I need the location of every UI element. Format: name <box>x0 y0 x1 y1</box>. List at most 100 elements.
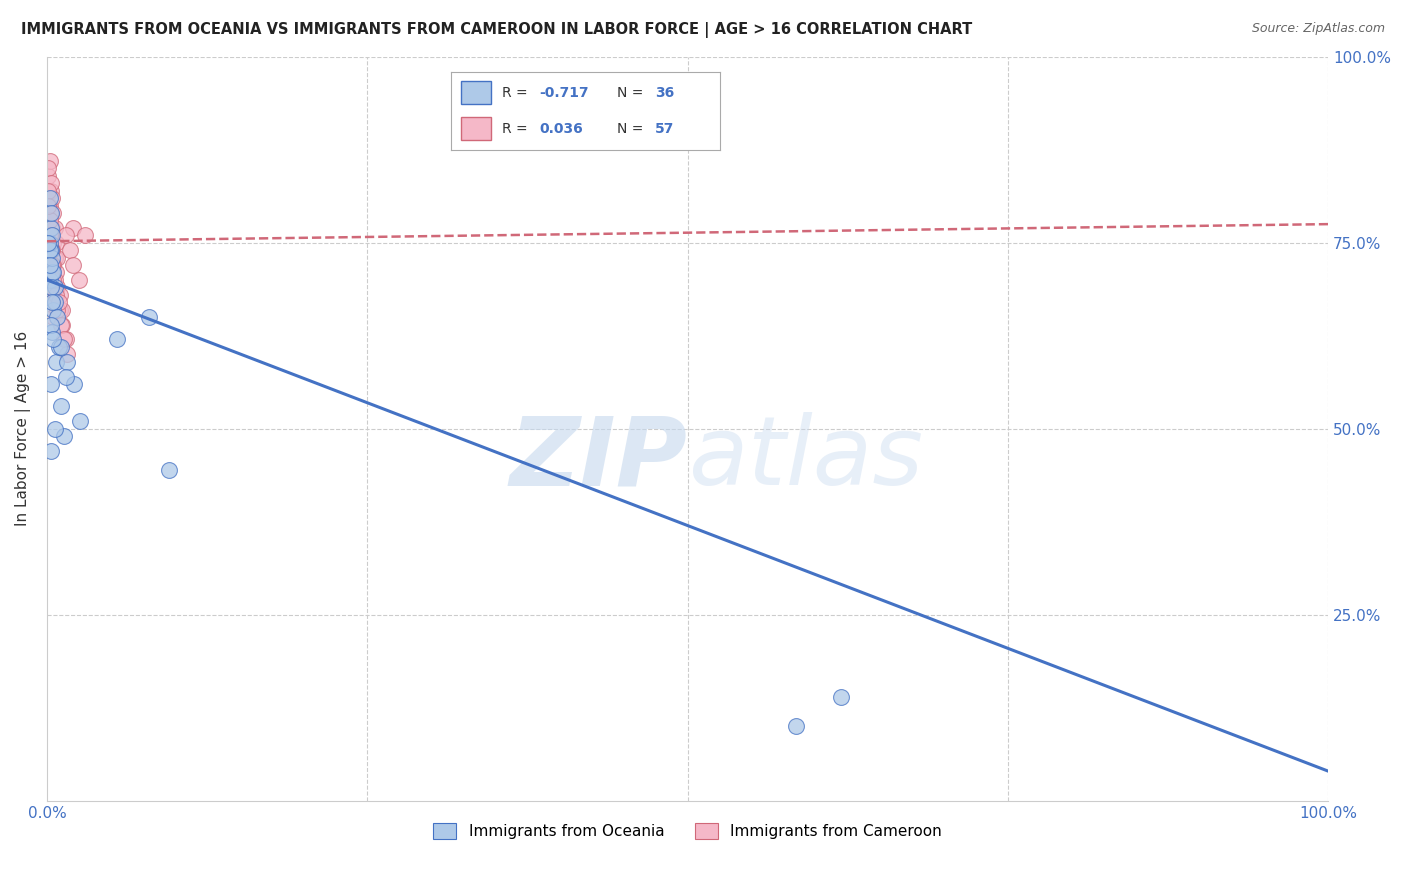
Point <box>39 243 62 257</box>
Point <box>49 302 72 317</box>
Point <box>62 220 84 235</box>
Point <box>39 206 62 220</box>
Point <box>44 295 66 310</box>
Point <box>42 273 65 287</box>
Point <box>107 333 129 347</box>
Text: Source: ZipAtlas.com: Source: ZipAtlas.com <box>1251 22 1385 36</box>
Point <box>56 347 79 361</box>
Point <box>41 295 63 310</box>
Point <box>41 228 63 243</box>
Point <box>45 235 67 250</box>
Point <box>39 220 62 235</box>
Point <box>39 444 62 458</box>
Text: IMMIGRANTS FROM OCEANIA VS IMMIGRANTS FROM CAMEROON IN LABOR FORCE | AGE > 16 CO: IMMIGRANTS FROM OCEANIA VS IMMIGRANTS FR… <box>21 22 973 38</box>
Point <box>38 243 60 257</box>
Point <box>37 235 59 250</box>
Point <box>38 258 60 272</box>
Point <box>46 251 69 265</box>
Text: ZIP: ZIP <box>510 412 688 505</box>
Point <box>39 377 62 392</box>
Point <box>49 340 72 354</box>
Point <box>45 288 67 302</box>
Point <box>42 265 65 279</box>
Point <box>37 184 59 198</box>
Point <box>38 153 60 168</box>
Point <box>49 400 72 414</box>
Point <box>41 243 63 257</box>
Y-axis label: In Labor Force | Age > 16: In Labor Force | Age > 16 <box>15 331 31 526</box>
Point <box>37 251 59 265</box>
Point <box>55 228 77 243</box>
Point <box>37 213 59 227</box>
Point <box>44 422 66 436</box>
Point <box>39 318 62 332</box>
Point <box>41 265 63 279</box>
Point <box>55 333 77 347</box>
Point <box>39 258 62 272</box>
Point <box>48 340 70 354</box>
Point <box>45 355 67 369</box>
Point <box>46 310 69 325</box>
Point <box>55 369 77 384</box>
Point <box>39 228 62 243</box>
Point <box>62 258 84 272</box>
Point <box>38 243 60 257</box>
Point <box>63 377 86 392</box>
Point <box>42 258 65 272</box>
Text: atlas: atlas <box>688 412 922 505</box>
Point <box>48 295 70 310</box>
Point <box>38 235 60 250</box>
Point <box>45 265 67 279</box>
Point <box>42 206 65 220</box>
Point <box>39 206 62 220</box>
Point <box>56 355 79 369</box>
Point <box>41 191 63 205</box>
Point <box>39 288 62 302</box>
Point <box>37 228 59 243</box>
Point <box>38 273 60 287</box>
Point <box>52 333 75 347</box>
Point <box>44 273 66 287</box>
Point <box>39 176 62 190</box>
Point <box>42 235 65 250</box>
Point <box>42 310 65 325</box>
Point <box>830 690 852 704</box>
Point <box>46 280 69 294</box>
Point <box>37 161 59 176</box>
Point <box>44 251 66 265</box>
Point <box>44 280 66 294</box>
Point <box>37 198 59 212</box>
Point <box>46 302 69 317</box>
Point <box>38 228 60 243</box>
Point <box>41 273 63 287</box>
Point <box>39 184 62 198</box>
Point <box>67 273 90 287</box>
Point <box>41 258 63 272</box>
Point <box>41 295 63 310</box>
Point <box>138 310 160 325</box>
Point <box>37 169 59 183</box>
Point <box>51 302 73 317</box>
Point <box>41 325 63 339</box>
Point <box>49 318 72 332</box>
Point <box>38 198 60 212</box>
Point <box>41 251 63 265</box>
Point <box>51 318 73 332</box>
Point <box>44 220 66 235</box>
Point <box>38 213 60 227</box>
Point <box>785 719 807 733</box>
Point <box>41 220 63 235</box>
Legend: Immigrants from Oceania, Immigrants from Cameroon: Immigrants from Oceania, Immigrants from… <box>427 817 948 846</box>
Point <box>69 414 91 428</box>
Point <box>38 191 60 205</box>
Point <box>39 280 62 294</box>
Point <box>39 243 62 257</box>
Point <box>38 265 60 279</box>
Point <box>49 288 72 302</box>
Point <box>42 333 65 347</box>
Point <box>39 280 62 294</box>
Point <box>42 302 65 317</box>
Point <box>75 228 97 243</box>
Point <box>59 243 82 257</box>
Point <box>52 429 75 443</box>
